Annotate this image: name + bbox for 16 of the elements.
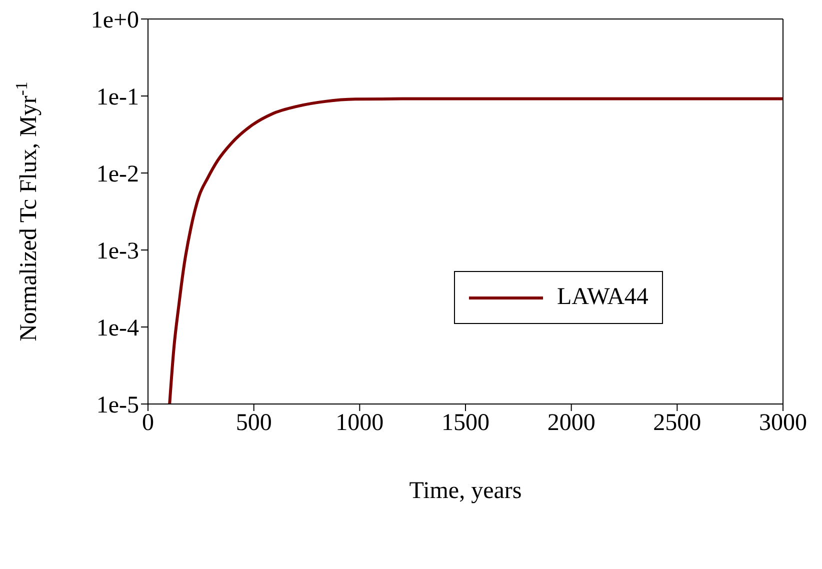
x-tick-label: 0 xyxy=(142,410,154,436)
x-tick-label: 2500 xyxy=(653,410,702,436)
y-tick-label: 1e-5 xyxy=(96,392,139,419)
y-tick-label: 1e-3 xyxy=(96,238,139,265)
line-series xyxy=(168,97,783,404)
x-tick-label: 2000 xyxy=(547,410,596,436)
y-tick-label: 1e+0 xyxy=(90,8,139,34)
y-tick-label: 1e-2 xyxy=(96,162,139,188)
legend-label: LAWA44 xyxy=(557,284,648,311)
x-tick-label: 3000 xyxy=(759,410,807,436)
x-axis-title: Time, years xyxy=(409,478,522,504)
y-tick-label: 1e-4 xyxy=(96,316,139,342)
x-tick-label: 1500 xyxy=(442,410,490,436)
x-tick-label: 500 xyxy=(236,410,272,436)
x-tick-label: 1000 xyxy=(336,410,384,436)
y-tick-label: 1e-1 xyxy=(96,84,139,111)
